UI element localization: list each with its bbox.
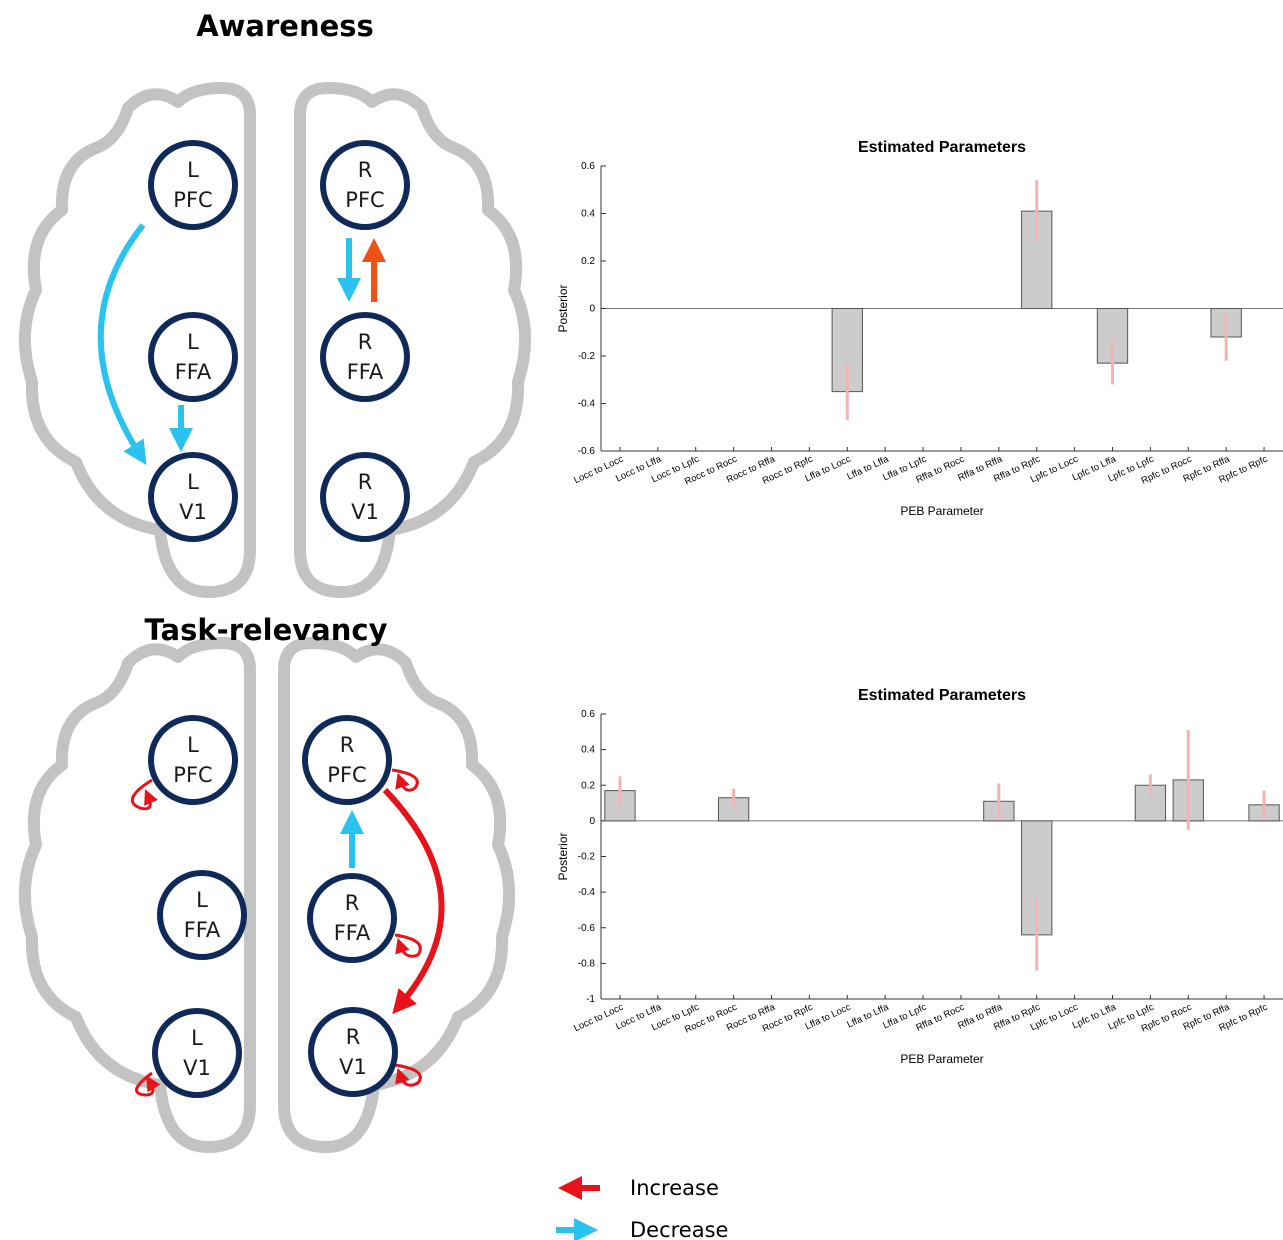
y-tick-label: 0.6 xyxy=(581,709,595,720)
y-tick-label: -0.4 xyxy=(578,887,596,898)
legend: Increase Decrease xyxy=(556,1176,728,1240)
legend-label: Increase xyxy=(630,1176,719,1200)
y-tick-label: 0.4 xyxy=(581,209,595,220)
node xyxy=(151,143,235,227)
node xyxy=(323,455,407,539)
node-side: R xyxy=(346,1025,361,1049)
legend-label: Decrease xyxy=(630,1218,728,1240)
y-tick-label: 0 xyxy=(589,304,595,315)
figure: Increase Decrease AwarenessLPFCLFFALV1RP… xyxy=(0,0,1283,1240)
node-side: L xyxy=(187,470,199,494)
node-region: FFA xyxy=(184,918,221,942)
node-region: PFC xyxy=(173,763,212,787)
node xyxy=(151,718,235,802)
node-region: V1 xyxy=(351,500,379,524)
node xyxy=(155,1011,239,1095)
y-tick-label: -0.6 xyxy=(578,923,596,934)
y-axis-label: Posterior xyxy=(556,284,570,332)
y-tick-label: -1 xyxy=(586,994,595,1005)
x-axis-label: PEB Parameter xyxy=(900,504,983,518)
node-region: FFA xyxy=(334,921,371,945)
arrow xyxy=(385,790,442,1005)
node-region: FFA xyxy=(347,360,384,384)
node-side: R xyxy=(358,470,373,494)
node-region: V1 xyxy=(339,1055,367,1079)
node-region: V1 xyxy=(179,500,207,524)
y-tick-label: 0.2 xyxy=(581,780,595,791)
node-region: PFC xyxy=(173,188,212,212)
chart-title: Estimated Parameters xyxy=(858,687,1026,704)
node-side: R xyxy=(358,158,373,182)
self-loop xyxy=(132,780,152,809)
node-region: PFC xyxy=(345,188,384,212)
node xyxy=(151,315,235,399)
y-tick-label: -0.6 xyxy=(578,446,596,457)
node xyxy=(323,315,407,399)
node xyxy=(305,718,389,802)
node xyxy=(160,873,244,957)
node-side: L xyxy=(187,330,199,354)
self-loop xyxy=(395,935,420,956)
arrow xyxy=(101,225,143,455)
y-tick-label: 0.2 xyxy=(581,256,595,267)
node xyxy=(323,143,407,227)
y-tick-label: 0.4 xyxy=(581,745,595,756)
chart: Estimated Parameters -0.6 -0.4 -0.2 0 0.2 0.4 0… xyxy=(556,139,1283,518)
y-tick-label: 0 xyxy=(589,816,595,827)
y-tick-label: -0.8 xyxy=(578,958,596,969)
diagram-title: Awareness xyxy=(196,9,374,43)
node-region: PFC xyxy=(327,763,366,787)
node-side: R xyxy=(345,891,360,915)
node-region: V1 xyxy=(183,1056,211,1080)
node-side: L xyxy=(187,158,199,182)
node xyxy=(151,455,235,539)
y-tick-label: 0.6 xyxy=(581,161,595,172)
node-region: FFA xyxy=(175,360,212,384)
node xyxy=(310,876,394,960)
chart: Estimated Parameters -1 -0.8 -0.6 -0.4 -0.2 0 0… xyxy=(556,687,1283,1066)
chart-title: Estimated Parameters xyxy=(858,139,1026,156)
node-side: L xyxy=(196,888,208,912)
node-side: R xyxy=(358,330,373,354)
y-tick-label: -0.4 xyxy=(578,399,596,410)
node-side: L xyxy=(187,733,199,757)
y-axis-label: Posterior xyxy=(556,832,570,880)
node-side: L xyxy=(191,1026,203,1050)
y-tick-label: -0.2 xyxy=(578,351,596,362)
node-side: R xyxy=(340,733,355,757)
x-axis-label: PEB Parameter xyxy=(900,1052,983,1066)
diagram-title: Task-relevancy xyxy=(145,613,388,647)
self-loop xyxy=(392,770,417,790)
node xyxy=(311,1010,395,1094)
y-tick-label: -0.2 xyxy=(578,852,596,863)
